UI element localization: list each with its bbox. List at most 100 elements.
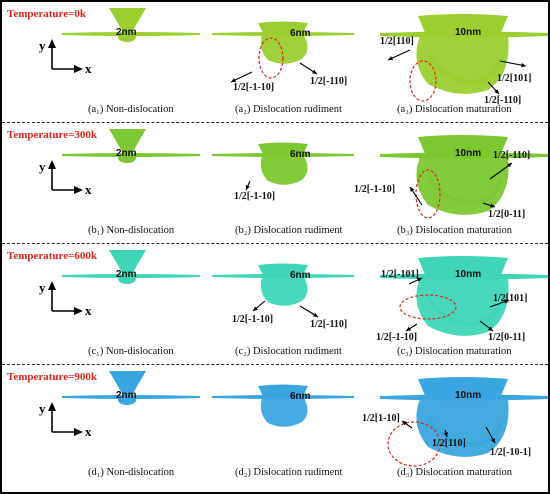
simulation-snapshot bbox=[62, 371, 200, 405]
y-axis-label: y bbox=[39, 159, 46, 174]
burgers-arrow bbox=[409, 186, 423, 206]
burgers-arrow bbox=[489, 162, 513, 180]
row-drawing: yx bbox=[39, 250, 548, 336]
burgers-arrow bbox=[252, 300, 266, 312]
burgers-vector-label: 1/2[101] bbox=[493, 293, 528, 304]
indenter-size-label: 10nm bbox=[455, 390, 482, 401]
burgers-vector-label: 1/2[110] bbox=[432, 438, 466, 449]
row-drawing: yx bbox=[39, 371, 548, 467]
burgers-vector-label: 1/2[-1-10] bbox=[376, 332, 418, 343]
burgers-vector-label: 1/2[1-10] bbox=[362, 413, 400, 424]
x-axis-label: x bbox=[85, 61, 92, 76]
burgers-vector-label: 1/2[-1-10] bbox=[232, 314, 274, 325]
y-axis-label: y bbox=[39, 280, 46, 295]
panel-caption: (d₃) Dislocation maturation bbox=[397, 467, 513, 478]
panel-caption: (a₂) Dislocation rudiment bbox=[235, 104, 342, 115]
figure-row: Temperature=300k y x 2nm 6nm 10nm 1/2[-1-10] 1/… bbox=[0, 123, 550, 243]
panel-caption: (b₃) Dislocation maturation bbox=[397, 225, 513, 236]
indenter-size-label: 2nm bbox=[116, 269, 137, 280]
x-axis-label: x bbox=[85, 424, 92, 439]
burgers-vector-label: 1/2[-110] bbox=[310, 319, 348, 330]
burgers-arrow bbox=[489, 299, 510, 308]
highlight-ellipse bbox=[409, 60, 437, 102]
simulation-snapshot bbox=[212, 384, 354, 427]
temperature-label: Temperature=600k bbox=[7, 250, 97, 262]
panel-caption: (c₁) Non-dislocation bbox=[88, 346, 174, 357]
burgers-arrow bbox=[299, 305, 319, 318]
axis-glyph: yx bbox=[39, 38, 92, 76]
temperature-label: Temperature=900k bbox=[7, 371, 97, 383]
indenter-size-label: 6nm bbox=[290, 270, 311, 281]
panel-caption: (c₃) Dislocation maturation bbox=[397, 346, 512, 357]
frame-border-top bbox=[0, 0, 550, 2]
simulation-snapshot bbox=[212, 263, 354, 306]
burgers-vector-label: 1/2[-1-10] bbox=[354, 184, 396, 195]
burgers-vector-label: 1/2[0-11] bbox=[488, 332, 526, 343]
burgers-arrow bbox=[230, 71, 253, 83]
burgers-arrow bbox=[401, 420, 413, 429]
frame-border-bottom bbox=[0, 492, 550, 494]
highlight-ellipse bbox=[258, 37, 284, 79]
figure-row: Temperature=0k y x 2nm 6nm 10nm 1/2[-1-10] 1/2[… bbox=[0, 2, 550, 122]
y-axis-label: y bbox=[39, 401, 46, 416]
panel-caption: (c₂) Dislocation rudiment bbox=[235, 346, 342, 357]
burgers-arrow bbox=[443, 429, 448, 438]
highlight-ellipse bbox=[415, 169, 441, 219]
axis-glyph: yx bbox=[39, 401, 92, 439]
simulation-snapshot bbox=[380, 256, 548, 336]
frame-border-left bbox=[0, 0, 2, 494]
y-axis-label: y bbox=[39, 38, 46, 53]
burgers-vector-label: 1/2[-1-10] bbox=[234, 191, 276, 202]
axis-glyph: yx bbox=[39, 159, 92, 197]
burgers-vector-label: 1/2[-110] bbox=[484, 95, 522, 106]
indenter-size-label: 10nm bbox=[455, 269, 482, 280]
panel-caption: (d₂) Dislocation rudiment bbox=[235, 467, 343, 478]
figure-row: Temperature=900k y x 2nm 6nm 10nm 1/2[1-10] 1/2… bbox=[0, 365, 550, 485]
burgers-vector-label: 1/2[-101] bbox=[381, 269, 419, 280]
indenter-size-label: 6nm bbox=[290, 391, 311, 402]
indenter-size-label: 6nm bbox=[290, 28, 311, 39]
burgers-arrow bbox=[245, 180, 251, 191]
burgers-arrow bbox=[482, 202, 496, 208]
indenter-size-label: 2nm bbox=[116, 148, 137, 159]
indenter-size-label: 2nm bbox=[116, 27, 137, 38]
x-axis-label: x bbox=[85, 303, 92, 318]
simulation-snapshot bbox=[62, 250, 200, 284]
panel-caption: (a₃) Dislocation maturation bbox=[397, 104, 512, 115]
burgers-vector-label: 1/2[101] bbox=[497, 73, 532, 84]
axis-glyph: yx bbox=[39, 280, 92, 318]
burgers-arrow bbox=[499, 60, 527, 68]
panel-caption: (b₂) Dislocation rudiment bbox=[235, 225, 343, 236]
simulation-snapshot bbox=[380, 377, 548, 457]
row-divider bbox=[2, 122, 548, 123]
burgers-vector-label: 1/2[110] bbox=[380, 36, 414, 47]
simulation-snapshot bbox=[212, 142, 354, 185]
simulation-snapshot bbox=[380, 14, 548, 94]
row-drawing: yx bbox=[39, 8, 548, 102]
frame-border-right bbox=[548, 0, 550, 494]
simulation-snapshot bbox=[380, 135, 548, 215]
burgers-vector-label: 1/2[-1-10] bbox=[233, 82, 275, 93]
row-divider bbox=[2, 364, 548, 365]
indenter-size-label: 6nm bbox=[290, 149, 311, 160]
burgers-vector-label: 1/2[-110] bbox=[493, 150, 531, 161]
burgers-arrow bbox=[485, 426, 496, 444]
burgers-arrow bbox=[479, 320, 494, 332]
burgers-arrow bbox=[387, 49, 411, 61]
burgers-vector-label: 1/2[0-11] bbox=[488, 209, 526, 220]
highlight-ellipse bbox=[387, 421, 441, 467]
burgers-arrow bbox=[408, 277, 423, 285]
row-divider bbox=[2, 243, 548, 244]
indenter-size-label: 2nm bbox=[116, 390, 137, 401]
temperature-label: Temperature=300k bbox=[7, 129, 97, 141]
panel-caption: (d₁) Non-dislocation bbox=[88, 467, 175, 478]
burgers-arrow bbox=[405, 323, 418, 332]
indenter-size-label: 10nm bbox=[455, 148, 482, 159]
temperature-label: Temperature=0k bbox=[7, 8, 86, 20]
figure-row: Temperature=600k y x 2nm 6nm 10nm 1/2[-1-10] 1/… bbox=[0, 244, 550, 364]
burgers-arrow bbox=[299, 62, 318, 75]
simulation-snapshot bbox=[212, 21, 354, 64]
highlight-ellipse bbox=[399, 294, 457, 320]
burgers-vector-label: 1/2[-10-1] bbox=[490, 447, 532, 458]
